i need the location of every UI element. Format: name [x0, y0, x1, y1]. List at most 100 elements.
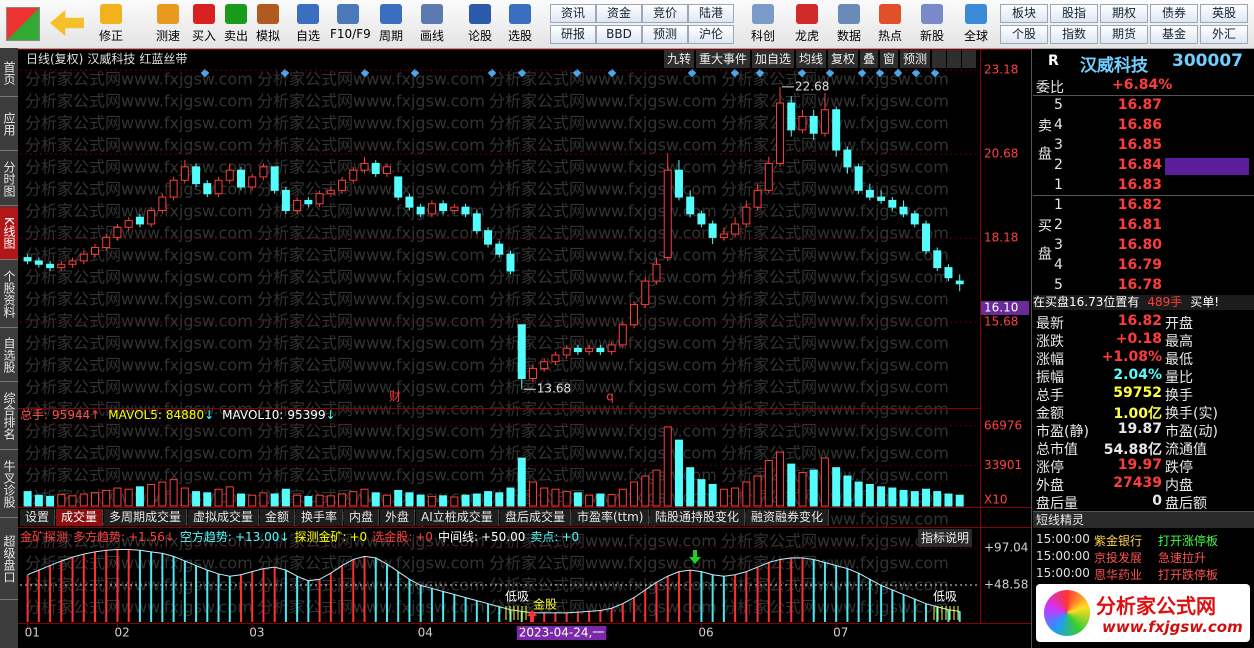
y-tick-label: 66976 — [984, 418, 1022, 432]
candle-body — [517, 324, 526, 379]
toolbar-icon — [752, 4, 774, 24]
indicator-tab[interactable]: 外盘 — [380, 509, 416, 526]
indicator-help-button[interactable]: 指标说明 — [918, 529, 974, 547]
volume-bar — [820, 457, 829, 507]
watermark: 分析家公式网www.fxjgsw.com — [721, 356, 949, 375]
side-tab[interactable]: 自选股 — [0, 329, 18, 382]
side-tab[interactable]: 分时图 — [0, 152, 18, 206]
volume-bar — [79, 493, 88, 507]
volume-bar — [955, 494, 964, 507]
chart-button[interactable]: 窗 — [880, 50, 900, 68]
grid-button[interactable]: 期权 — [1100, 4, 1148, 23]
chart-button[interactable]: 均线 — [796, 50, 828, 68]
toolbar-button[interactable]: 数据 — [831, 2, 867, 46]
grid-button[interactable]: 资金 — [596, 4, 642, 23]
indicator-tab[interactable]: 设置 — [20, 509, 56, 526]
indicator-tab[interactable]: 多周期成交量 — [104, 509, 188, 526]
side-tab[interactable]: 应用 — [0, 98, 18, 151]
app-logo[interactable] — [6, 7, 40, 41]
order-price: 16.82 — [1117, 197, 1162, 213]
toolbar-button[interactable]: 全球 — [958, 2, 994, 46]
indicator-tab[interactable]: AI立桩成交量 — [416, 509, 499, 526]
toolbar-button[interactable]: 论股 — [462, 2, 498, 46]
indicator-tab[interactable]: 融资融券变化 — [746, 509, 830, 526]
indicator-tab[interactable]: 虚拟成交量 — [188, 509, 260, 526]
grid-button[interactable]: 基金 — [1150, 25, 1198, 44]
side-tab[interactable]: 牛叉诊股 — [0, 451, 18, 518]
grid-button[interactable]: 指数 — [1050, 25, 1098, 44]
side-tab[interactable]: 超级盘口 — [0, 519, 18, 600]
toolbar-button[interactable]: 龙虎 — [789, 2, 825, 46]
chart-button[interactable]: 复权 — [828, 50, 860, 68]
chart-button[interactable]: 重大事件 — [696, 50, 752, 68]
toolbar-button[interactable]: 买入 — [186, 2, 222, 46]
watermark: 分析家公式网www.fxjgsw.com — [489, 136, 717, 155]
quote-label: 换手(实) — [1165, 406, 1218, 422]
indicator-tab[interactable]: 换手率 — [296, 509, 344, 526]
grid-button[interactable]: 个股 — [1000, 25, 1048, 44]
back-button[interactable] — [50, 10, 84, 36]
side-tab[interactable]: 综合排名 — [0, 383, 18, 450]
watermark: 分析家公式网www.fxjgsw.com — [489, 334, 717, 353]
volume-bar — [225, 486, 234, 507]
grid-button[interactable]: 竞价 — [642, 4, 688, 23]
volume-bar — [349, 491, 358, 507]
grid-button[interactable]: 板块 — [1000, 4, 1048, 23]
grid-button[interactable]: 研报 — [550, 25, 596, 44]
toolbar-button[interactable]: 自选 — [290, 2, 326, 46]
grid-button[interactable]: 资讯 — [550, 4, 596, 23]
grid-button[interactable]: 沪伦 — [688, 25, 734, 44]
grid-button[interactable]: 陆港 — [688, 4, 734, 23]
volume-bar — [731, 487, 740, 507]
short-line-cell: 急速拉升 — [1158, 551, 1207, 565]
toolbar-button[interactable]: 新股 — [914, 2, 950, 46]
volume-bar — [124, 488, 133, 507]
chart-button[interactable]: 加自选 — [752, 50, 796, 68]
chart-icon-button[interactable] — [947, 50, 962, 68]
toolbar-button[interactable]: 画线 — [414, 2, 450, 46]
toolbar-button[interactable]: 测速 — [150, 2, 186, 46]
side-tab[interactable]: K线图 — [0, 207, 18, 260]
indicator-tab[interactable]: 金额 — [260, 509, 296, 526]
toolbar-button[interactable]: 模拟 — [250, 2, 286, 46]
grid-button[interactable]: 期货 — [1100, 25, 1148, 44]
candle-body — [955, 280, 964, 285]
grid-button[interactable]: 股指 — [1050, 4, 1098, 23]
grid-button[interactable]: BBD — [596, 25, 642, 44]
grid-button[interactable]: 债券 — [1150, 4, 1198, 23]
indicator-tab[interactable]: 成交量 — [56, 509, 104, 526]
chart-button[interactable]: 预测 — [900, 50, 932, 68]
volume-bar — [618, 488, 627, 507]
signal-diamond — [280, 68, 290, 78]
indicator-tab[interactable]: 市盈率(ttm) — [572, 509, 650, 526]
chart-button[interactable]: 九转 — [664, 50, 696, 68]
grid-button[interactable]: 外汇 — [1200, 25, 1248, 44]
signal-label: 低吸 — [505, 590, 529, 604]
chart-icon-button[interactable] — [932, 50, 947, 68]
side-tab[interactable]: 个股资料 — [0, 261, 18, 328]
indicator-tab[interactable]: 盘后成交量 — [500, 509, 572, 526]
chart-button[interactable]: 叠 — [860, 50, 880, 68]
indicator-tab[interactable]: 陆股通持股变化 — [650, 509, 746, 526]
grid-button[interactable]: 预测 — [642, 25, 688, 44]
watermark: 分析家公式网www.fxjgsw.com — [489, 268, 717, 287]
legend-arrow: ↓ — [279, 530, 289, 544]
watermark: 分析家公式网www.fxjgsw.com — [721, 180, 949, 199]
toolbar-button[interactable]: 热点 — [872, 2, 908, 46]
candle-body — [124, 220, 133, 228]
toolbar-icon — [337, 4, 359, 24]
toolbar-button[interactable]: 卖出 — [218, 2, 254, 46]
chart-icon-button[interactable] — [962, 50, 977, 68]
grid-button[interactable]: 英股 — [1200, 4, 1248, 23]
side-tab[interactable]: 首页 — [0, 50, 18, 97]
toolbar-button[interactable]: 周期 — [373, 2, 409, 46]
toolbar-button[interactable]: F10/F9 — [330, 2, 371, 46]
indicator-tab[interactable]: 内盘 — [344, 509, 380, 526]
quote-label: 开盘 — [1165, 316, 1193, 332]
y-unit-label: X10 — [984, 493, 1008, 507]
watermark: 分析家公式网www.fxjgsw.com — [257, 158, 485, 177]
toolbar-button[interactable]: 科创 — [745, 2, 781, 46]
watermark: 分析家公式网www.fxjgsw.com — [721, 158, 949, 177]
toolbar-button[interactable]: 选股 — [502, 2, 538, 46]
toolbar-button[interactable]: 修正 — [93, 2, 129, 46]
